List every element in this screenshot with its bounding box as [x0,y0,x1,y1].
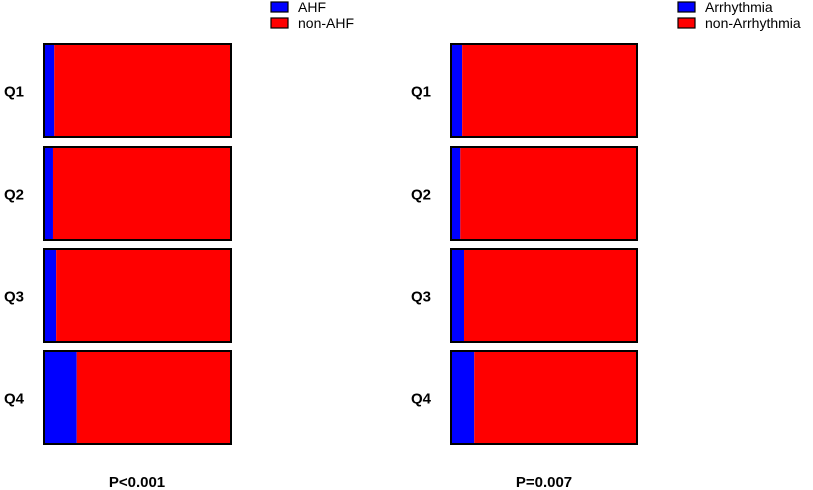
bar-q2-non-arrhythmia [460,147,637,240]
category-label-q3: Q3 [4,289,24,306]
category-label-q4: Q4 [4,391,25,408]
legend-swatch-non-arrhythmia [677,17,696,29]
category-label-q2: Q2 [4,187,24,204]
bar-outline-q4 [43,350,232,445]
bar-q3-ahf [44,249,57,342]
category-label-q3: Q3 [411,289,431,306]
bar-outline-q2 [450,146,638,241]
bar-outline-q4 [450,350,638,445]
bar-q4-arrhythmia [451,351,475,444]
bar-q1-arrhythmia [451,44,463,137]
bar-outline-q3 [43,248,232,343]
bar-q4-ahf [44,351,77,444]
legend-label-non-ahf: non-AHF [298,15,354,31]
legend-swatch-ahf [270,1,289,13]
bar-outline-q1 [43,43,232,138]
bar-q2-non-ahf [52,147,232,240]
bar-outline-q2 [43,146,232,241]
bar-q3-non-arrhythmia [464,249,637,342]
bar-q4-non-arrhythmia [474,351,637,444]
legend-swatch-arrhythmia [677,1,696,13]
category-label-q1: Q1 [411,84,431,101]
legend-swatch-non-ahf [270,17,289,29]
p-value-ahf: P<0.001 [109,474,165,490]
bar-q2-ahf [44,147,53,240]
legend-label-ahf: AHF [298,0,326,15]
bar-q1-non-ahf [54,44,231,137]
bar-q2-arrhythmia [451,147,461,240]
p-value-arrhythmia: P=0.007 [516,474,572,490]
bar-q4-non-ahf [76,351,231,444]
bar-q3-non-ahf [56,249,231,342]
category-label-q1: Q1 [4,84,24,101]
bar-q1-ahf [44,44,55,137]
legend-label-arrhythmia: Arrhythmia [705,0,773,15]
bar-q3-arrhythmia [451,249,465,342]
bar-q1-non-arrhythmia [462,44,637,137]
bar-outline-q3 [450,248,638,343]
legend-label-non-arrhythmia: non-Arrhythmia [705,15,801,31]
category-label-q4: Q4 [411,391,432,408]
category-label-q2: Q2 [411,187,431,204]
bar-outline-q1 [450,43,638,138]
